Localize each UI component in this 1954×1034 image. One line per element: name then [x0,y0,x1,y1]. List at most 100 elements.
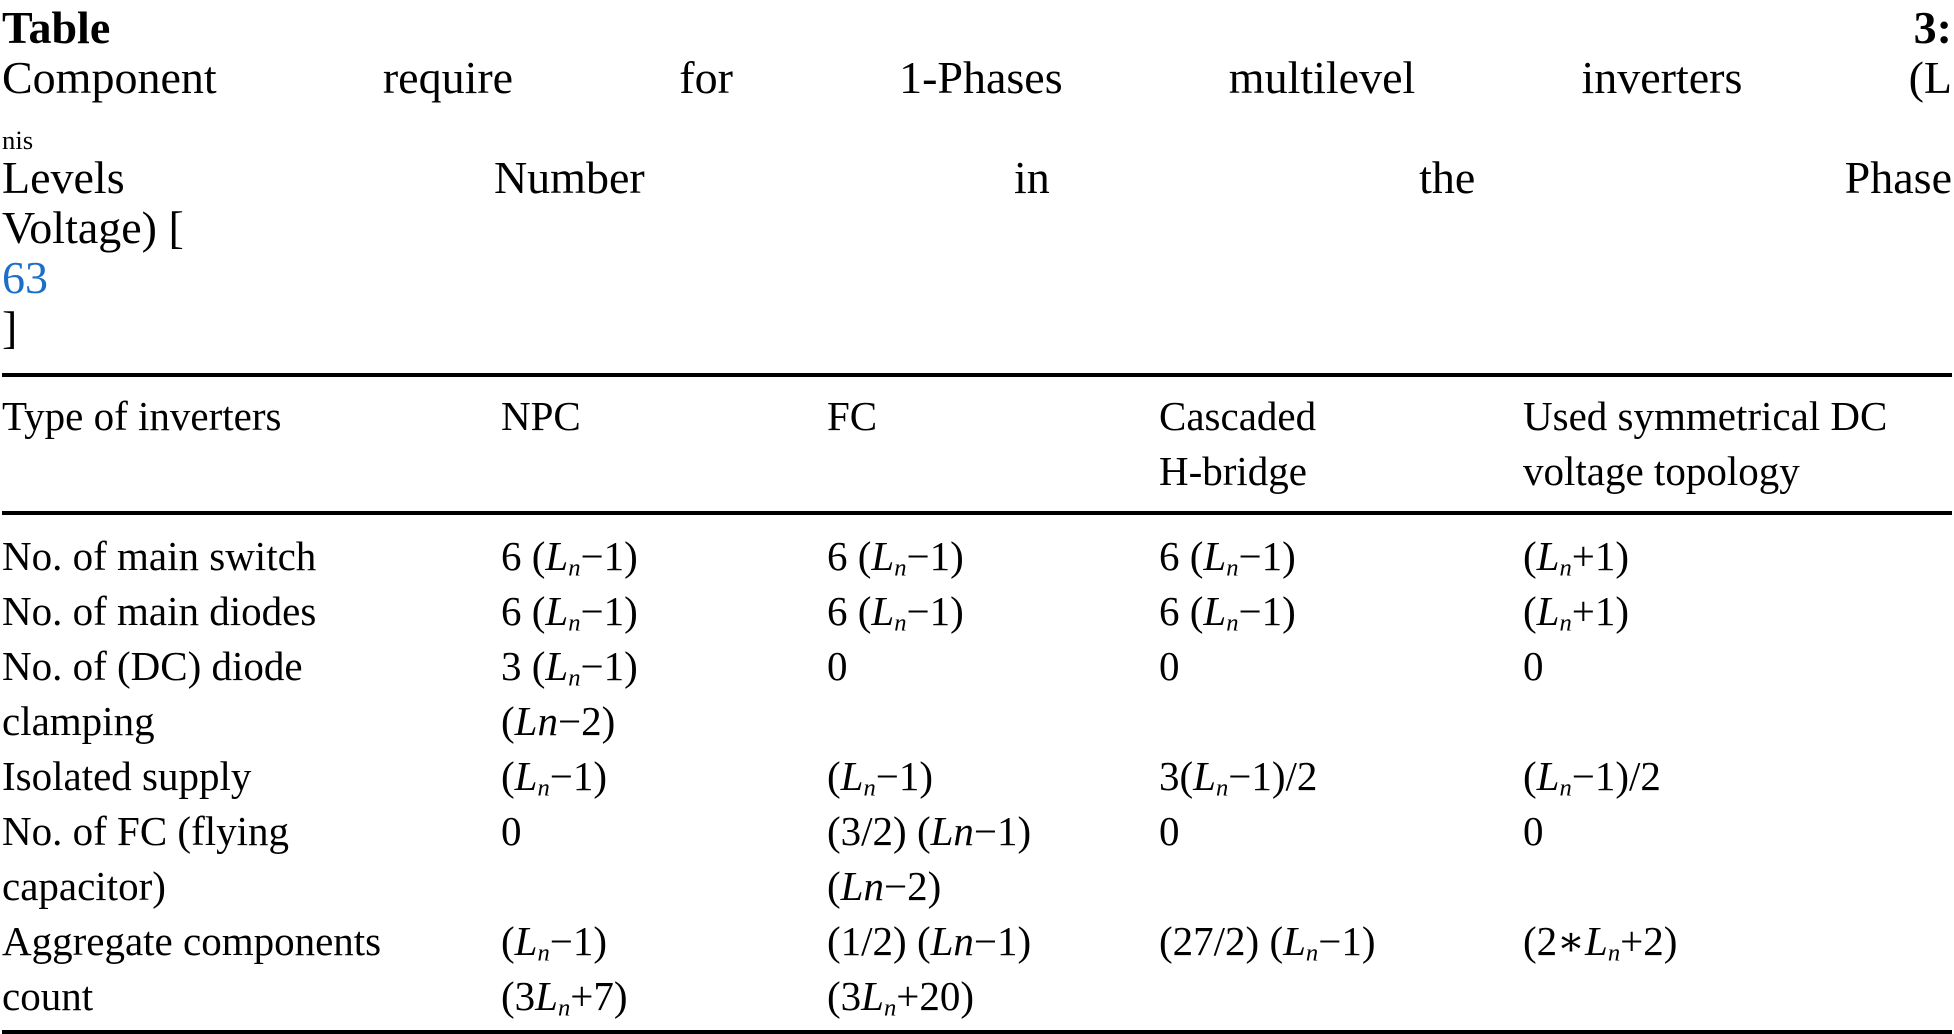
subscript-text: n [537,774,550,802]
text-line: (Ln−1) [501,753,608,802]
subscript-text: n [537,939,550,967]
styled-text: L [1283,918,1306,964]
text-line: (Ln−1) [501,918,608,967]
cell-main-switch-fc: 6 (Ln−1) [827,513,1159,584]
text-line: (Ln−2) [827,863,942,909]
text-line: 0 [1523,808,1544,854]
text-line: Voltage) [ [2,202,184,253]
text-line: Levels Number in the Phase [2,152,1952,203]
text-line: Isolated supply [2,753,252,799]
subscript-text: n [894,609,907,637]
styled-text: L [1536,753,1560,799]
text-line: 6 (Ln−1) [1159,588,1296,637]
cell-aggregate-count-symdc: (2∗Ln+2) [1523,914,1952,1032]
text-line: (Ln+1) [1523,588,1630,637]
text-line: (3/2) (Ln−1) [827,808,1032,854]
text-line: Cascaded [1159,393,1317,439]
styled-text: Ln [930,808,974,854]
cell-flying-capacitor-symdc: 0 [1523,804,1952,914]
component-requirements-table: Type of inverters NPC FC Cascaded H-bridg… [2,373,1952,1034]
styled-text: L [1585,918,1608,964]
text-line: 6 (Ln−1) [501,533,638,582]
cell-main-diodes-fc: 6 (Ln−1) [827,584,1159,639]
cell-main-diodes-cascaded: 6 (Ln−1) [1159,584,1523,639]
text-line: voltage topology [1523,448,1800,494]
caption-line-1: Table 3: Component require for 1-Phases … [2,3,1952,203]
text-line: (Ln−2) [501,698,616,744]
table-caption: Table 3: Component require for 1-Phases … [2,3,1952,353]
text-line: (27/2) (Ln−1) [1159,918,1376,967]
styled-text: L [1203,588,1227,634]
cell-isolated-supply-symdc: (Ln−1)/2 [1523,749,1952,804]
text-line: 0 [1159,643,1180,689]
subscript-text: n [1226,554,1239,582]
text-line: 6 (Ln−1) [1159,533,1296,582]
text-line: 6 (Ln−1) [827,588,964,637]
styled-text: Ln [514,698,558,744]
text-line: (Ln+1) [1523,533,1630,582]
table-row: No. of main switch 6 (Ln−1) 6 (Ln−1) 6 (… [2,513,1952,584]
text-line: ] [2,302,18,353]
text-line: 63 [2,253,1952,303]
cell-diode-clamping-cascaded: 0 [1159,639,1523,749]
text-line: (1/2) (Ln−1) [827,918,1032,964]
text-line: 0 [1159,808,1180,854]
styled-text: L [514,918,538,964]
styled-text: L [545,533,569,579]
cell-main-diodes-symdc: (Ln+1) [1523,584,1952,639]
cell-flying-capacitor-cascaded: 0 [1159,804,1523,914]
row-label-diode-clamping: No. of (DC) diode clamping [2,639,501,749]
text-line: 0 [501,808,522,854]
cell-main-diodes-npc: 6 (Ln−1) [501,584,827,639]
subscript-text: n [568,609,581,637]
subscript-text: nis [2,124,34,155]
text-line: clamping [2,698,155,744]
styled-text: Ln [930,918,974,964]
col-header-npc: NPC [501,375,827,515]
text-line: 6 (Ln−1) [827,533,964,582]
styled-text: L [861,973,884,1019]
table-row: No. of (DC) diode clamping 3 (Ln−1) (Ln−2)… [2,639,1952,749]
text-line: 0 [827,643,848,689]
row-label-main-diodes: No. of main diodes [2,584,501,639]
styled-text: L [545,588,569,634]
subscript-text: n [1215,774,1229,802]
row-label-main-switch: No. of main switch [2,513,501,584]
subscript-text: n [1559,609,1572,637]
text-line: Used symmetrical DC [1523,393,1888,439]
cell-diode-clamping-symdc: 0 [1523,639,1952,749]
cell-aggregate-count-cascaded: (27/2) (Ln−1) [1159,914,1523,1032]
styled-text: L [1536,533,1560,579]
cell-isolated-supply-npc: (Ln−1) [501,749,827,804]
styled-text: L [514,753,538,799]
subscript-text: n [1559,774,1572,802]
citation-link[interactable]: 63 [2,252,48,303]
cell-isolated-supply-fc: (Ln−1) [827,749,1159,804]
header-row: Type of inverters NPC FC Cascaded H-bridg… [2,375,1952,515]
table-row: No. of FC (flying capacitor) 0 (3/2) (Ln−… [2,804,1952,914]
row-label-flying-capacitor: No. of FC (flying capacitor) [2,804,501,914]
cell-diode-clamping-npc: 3 (Ln−1) (Ln−2) [501,639,827,749]
subscript-text: n [863,774,876,802]
subscript-text: n [568,554,581,582]
text-line: (3Ln+20) [827,973,975,1022]
text-line: No. of FC (flying [2,808,289,854]
caption-line-2: Voltage) [63] [2,203,1952,353]
subscript-text: n [1559,554,1572,582]
text-line: 3 (Ln−1) [501,643,638,692]
cell-main-switch-cascaded: 6 (Ln−1) [1159,513,1523,584]
cell-main-switch-symdc: (Ln+1) [1523,513,1952,584]
text-line: Component require for 1-Phases multileve… [2,52,1952,103]
col-header-fc: FC [827,375,1159,515]
styled-text: L [1203,533,1227,579]
text-line: nis [2,103,1952,155]
cell-flying-capacitor-fc: (3/2) (Ln−1) (Ln−2) [827,804,1159,914]
subscript-text: n [1607,939,1621,967]
cell-main-switch-npc: 6 (Ln−1) [501,513,827,584]
table-row: Aggregate components count (Ln−1) (3Ln+7) … [2,914,1952,1032]
subscript-text: n [1305,939,1319,967]
row-label-aggregate-count: Aggregate components count [2,914,501,1032]
styled-text: L [840,753,864,799]
text-line: H-bridge [1159,448,1308,494]
